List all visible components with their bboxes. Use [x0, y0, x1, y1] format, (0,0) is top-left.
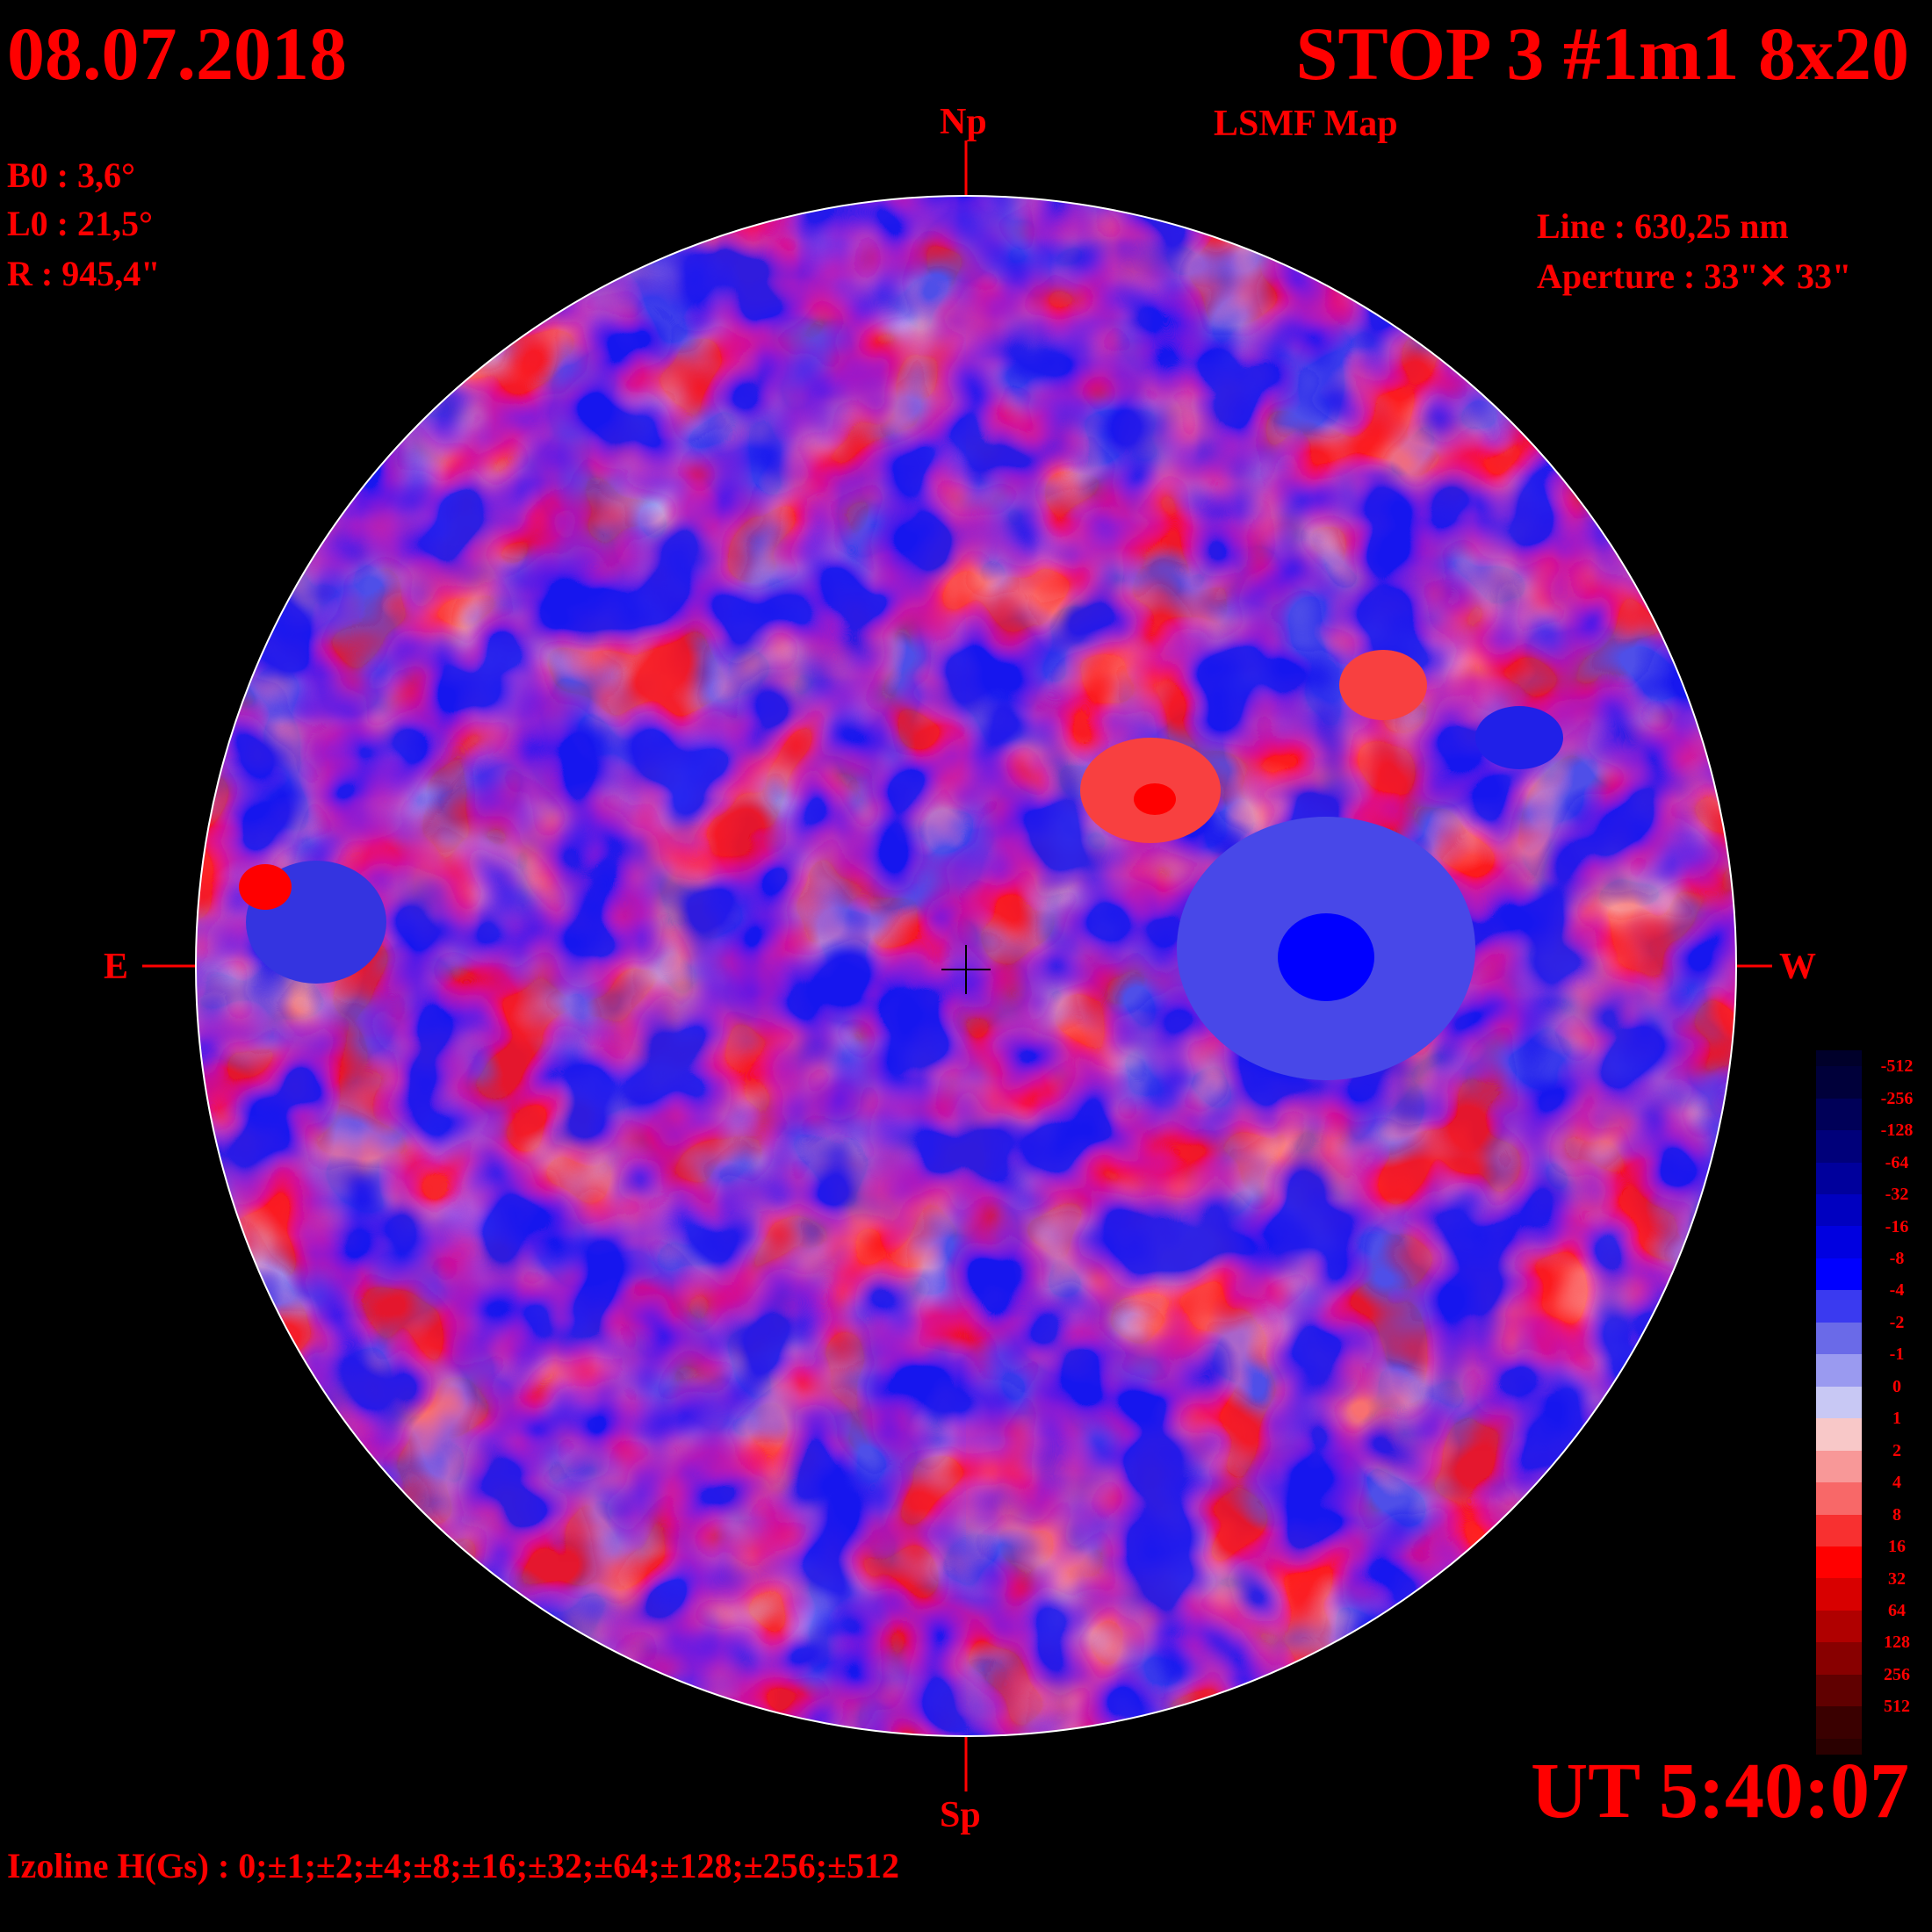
- color-scale-label: -1: [1889, 1344, 1905, 1365]
- color-scale-label: -2: [1889, 1312, 1905, 1332]
- strong-red-spot-east: [239, 864, 292, 910]
- color-scale-cell: [1816, 1706, 1862, 1739]
- color-scale-label: 256: [1884, 1664, 1910, 1684]
- color-scale-label: 512: [1884, 1697, 1910, 1717]
- south-pole-label: Sp: [940, 1795, 981, 1835]
- color-scale-label: 2: [1892, 1440, 1901, 1460]
- red-spot-center: [1134, 783, 1176, 815]
- color-scale-cell: [1816, 1354, 1862, 1387]
- color-scale-label: 32: [1888, 1568, 1906, 1589]
- color-scale-label: -128: [1880, 1121, 1914, 1141]
- color-scale-cell: [1816, 1514, 1862, 1547]
- color-scale-cell: [1816, 1482, 1862, 1515]
- color-scale-cell: [1816, 1130, 1862, 1163]
- color-scale-cap-bottom: [1816, 1738, 1862, 1755]
- color-scale-label: 8: [1892, 1504, 1901, 1525]
- color-scale-label: -256: [1880, 1088, 1914, 1108]
- color-scale-cell: [1816, 1450, 1862, 1483]
- color-scale-cell: [1816, 1674, 1862, 1707]
- param-radius: R : 945,4": [7, 254, 161, 293]
- param-b0: B0 : 3,6°: [7, 155, 135, 195]
- color-scale-label: -512: [1880, 1056, 1914, 1077]
- color-scale-cell: [1816, 1226, 1862, 1258]
- color-scale-label: -8: [1889, 1248, 1905, 1268]
- color-scale-cell: [1816, 1162, 1862, 1195]
- color-scale-cap-top: [1816, 1050, 1862, 1067]
- color-scale-label: 4: [1892, 1473, 1901, 1493]
- color-scale-cell: [1816, 1418, 1862, 1451]
- solar-disk-outline: [195, 195, 1737, 1737]
- param-l0: L0 : 21,5°: [7, 204, 153, 243]
- color-scale-label: -32: [1885, 1185, 1909, 1205]
- west-label: W: [1779, 947, 1816, 987]
- color-scale-cell: [1816, 1258, 1862, 1291]
- strong-blue-core-west: [1278, 913, 1374, 1001]
- red-region-northeast: [1339, 650, 1427, 720]
- color-scale-label: 128: [1884, 1633, 1910, 1653]
- north-pole-label: Np: [940, 102, 987, 142]
- color-scale-cell: [1816, 1098, 1862, 1131]
- color-scale-label: 64: [1888, 1600, 1906, 1620]
- color-scale-label: -16: [1885, 1216, 1909, 1236]
- map-subtitle: LSMF Map: [1214, 104, 1398, 144]
- color-scale-cell: [1816, 1194, 1862, 1227]
- color-scale-cell: [1816, 1386, 1862, 1419]
- color-scale-cell: [1816, 1322, 1862, 1355]
- color-scale-label: 1: [1892, 1409, 1901, 1429]
- color-scale-cell: [1816, 1610, 1862, 1643]
- east-label: E: [104, 947, 129, 987]
- observation-date: 08.07.2018: [7, 11, 347, 96]
- color-scale-cell: [1816, 1066, 1862, 1099]
- spectral-line: Line : 630,25 nm: [1537, 206, 1789, 246]
- blue-spot-northwest: [1475, 706, 1563, 769]
- isoline-legend: Izoline H(Gs) : 0;±1;±2;±4;±8;±16;±32;±6…: [7, 1846, 900, 1885]
- aperture: Aperture : 33"✕ 33": [1537, 256, 1852, 296]
- color-scale-label: -4: [1889, 1280, 1905, 1301]
- color-scale-cell: [1816, 1546, 1862, 1579]
- color-scale-cell: [1816, 1578, 1862, 1611]
- color-scale-label: 16: [1888, 1537, 1906, 1557]
- color-scale-cell: [1816, 1290, 1862, 1323]
- color-scale-label: -64: [1885, 1152, 1909, 1172]
- color-scale-label: 0: [1892, 1376, 1901, 1396]
- color-scale-cell: [1816, 1642, 1862, 1675]
- universal-time: UT 5:40:07: [1531, 1748, 1909, 1835]
- color-scale-bar: [1816, 1050, 1862, 1755]
- map-title: STOP 3 #1m1 8x20: [1295, 11, 1909, 96]
